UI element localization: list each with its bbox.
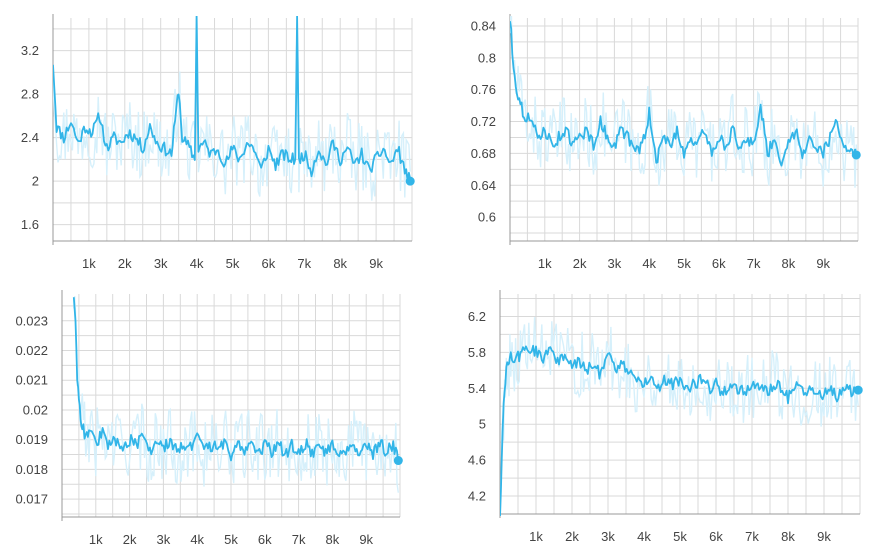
x-tick-label: 4k xyxy=(642,256,656,271)
x-tick-label: 4k xyxy=(637,529,651,544)
x-tick-label: 8k xyxy=(782,256,796,271)
x-tick-label: 7k xyxy=(297,256,311,271)
y-tick-label: 0.6 xyxy=(478,210,496,225)
x-tick-label: 3k xyxy=(608,256,622,271)
x-tick-label: 5k xyxy=(224,532,238,547)
x-tick-label: 6k xyxy=(258,532,272,547)
y-tick-label: 5.4 xyxy=(468,381,486,396)
series-line xyxy=(500,344,860,516)
y-tick-label: 2 xyxy=(32,174,39,189)
y-tick-label: 0.02 xyxy=(23,402,48,417)
x-tick-label: 2k xyxy=(118,256,132,271)
y-tick-label: 4.6 xyxy=(468,453,486,468)
x-tick-label: 3k xyxy=(157,532,171,547)
chart-panel-top-right: 0.6 0.64 0.68 0.72 0.76 0.8 0.84 1k 2k 3k 4k 5k 6k 7k… xyxy=(440,0,880,275)
series-end-marker[interactable] xyxy=(853,385,863,395)
y-tick-label: 0.023 xyxy=(15,313,48,328)
y-tick-label: 2.8 xyxy=(21,87,39,102)
y-tick-label: 0.8 xyxy=(478,50,496,65)
series-raw-line xyxy=(53,16,411,201)
chart-top-left: 1.6 2 2.4 2.8 3.2 1k 2k 3k 4k 5k 6k 7k 8k 9k xyxy=(21,14,415,271)
x-tick-label: 5k xyxy=(226,256,240,271)
y-tick-label: 0.84 xyxy=(471,18,496,33)
y-tick-label: 0.76 xyxy=(471,82,496,97)
x-tick-label: 3k xyxy=(154,256,168,271)
series-end-marker[interactable] xyxy=(393,456,403,466)
x-tick-label: 8k xyxy=(333,256,347,271)
x-tick-label: 9k xyxy=(359,532,373,547)
x-tick-label: 5k xyxy=(673,529,687,544)
y-tick-label: 0.72 xyxy=(471,114,496,129)
chart-panel-bottom-left: 0.017 0.018 0.019 0.02 0.021 0.022 0.023 1k 2k 3k… xyxy=(0,279,440,559)
x-tick-label: 6k xyxy=(709,529,723,544)
series-raw-line xyxy=(510,16,857,188)
chart-top-right: 0.6 0.64 0.68 0.72 0.76 0.8 0.84 1k 2k 3k 4k 5k 6k 7k… xyxy=(471,14,861,271)
series-line xyxy=(72,297,400,463)
x-tick-label: 7k xyxy=(747,256,761,271)
chart-panel-bottom-right: 4.2 4.6 5 5.4 5.8 6.2 1k 2k 3k 4k 5k 6k 7k 8k 9k xyxy=(440,279,880,559)
chart-bottom-right: 4.2 4.6 5 5.4 5.8 6.2 1k 2k 3k 4k 5k 6k 7k 8k 9k xyxy=(468,290,863,544)
x-tick-label: 1k xyxy=(529,529,543,544)
series-line xyxy=(510,21,857,167)
y-tick-label: 1.6 xyxy=(21,217,39,232)
chart-panel-top-left: 1.6 2 2.4 2.8 3.2 1k 2k 3k 4k 5k 6k 7k 8k 9k xyxy=(0,0,440,275)
y-tick-label: 0.019 xyxy=(15,432,48,447)
series-raw-line xyxy=(500,317,859,516)
x-tick-label: 1k xyxy=(89,532,103,547)
x-tick-label: 3k xyxy=(601,529,615,544)
chart-bottom-left: 0.017 0.018 0.019 0.02 0.021 0.022 0.023 1k 2k 3k… xyxy=(15,290,403,547)
y-tick-label: 0.021 xyxy=(15,373,48,388)
series-raw-line xyxy=(73,295,399,493)
x-tick-label: 4k xyxy=(190,256,204,271)
series-end-marker[interactable] xyxy=(405,176,415,186)
x-tick-label: 9k xyxy=(817,529,831,544)
y-tick-label: 0.64 xyxy=(471,178,496,193)
x-tick-label: 6k xyxy=(712,256,726,271)
x-tick-label: 1k xyxy=(82,256,96,271)
y-tick-label: 2.4 xyxy=(21,130,39,145)
x-tick-label: 8k xyxy=(326,532,340,547)
x-tick-label: 9k xyxy=(816,256,830,271)
x-tick-label: 2k xyxy=(565,529,579,544)
x-tick-label: 7k xyxy=(745,529,759,544)
y-tick-label: 6.2 xyxy=(468,309,486,324)
x-tick-label: 8k xyxy=(781,529,795,544)
x-tick-label: 4k xyxy=(190,532,204,547)
x-tick-label: 2k xyxy=(123,532,137,547)
y-tick-label: 4.2 xyxy=(468,489,486,504)
y-tick-label: 0.017 xyxy=(15,492,48,507)
x-tick-label: 6k xyxy=(262,256,276,271)
series-line xyxy=(53,16,412,182)
x-tick-label: 2k xyxy=(573,256,587,271)
x-tick-label: 1k xyxy=(538,256,552,271)
y-tick-label: 0.018 xyxy=(15,462,48,477)
y-tick-label: 0.68 xyxy=(471,146,496,161)
y-tick-label: 5.8 xyxy=(468,345,486,360)
x-tick-label: 7k xyxy=(292,532,306,547)
x-tick-label: 9k xyxy=(369,256,383,271)
y-tick-label: 5 xyxy=(479,417,486,432)
series-end-marker[interactable] xyxy=(851,150,861,160)
x-tick-label: 5k xyxy=(677,256,691,271)
y-tick-label: 0.022 xyxy=(15,343,48,358)
y-tick-label: 3.2 xyxy=(21,43,39,58)
